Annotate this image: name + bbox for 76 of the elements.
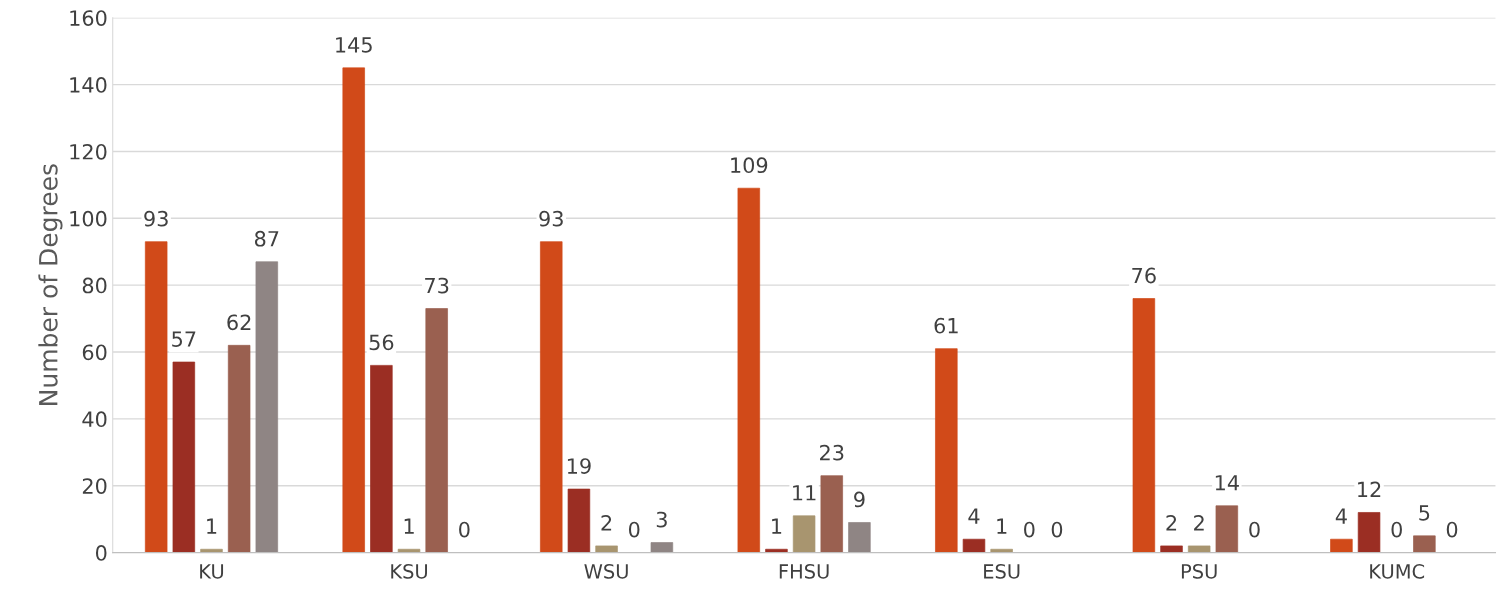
data-label: 19: [567, 458, 591, 474]
bar: [1160, 545, 1183, 553]
bar: [650, 542, 674, 553]
bar: [1357, 512, 1381, 553]
x-tick-label: PSU: [1181, 564, 1217, 579]
bar: [370, 365, 393, 553]
x-tick-label: FHSU: [779, 564, 829, 579]
data-label: 4: [968, 508, 980, 524]
y-tick-label: 140: [70, 77, 107, 93]
bar: [227, 344, 251, 553]
bar: [144, 241, 168, 553]
data-label: 0: [1391, 521, 1402, 538]
data-label: 0: [1446, 521, 1458, 538]
data-label: 0: [1249, 521, 1260, 538]
y-tick-label: 0: [95, 545, 107, 561]
y-tick-label: 80: [82, 277, 107, 294]
bar: [255, 261, 279, 553]
data-label: 2: [1194, 514, 1204, 531]
data-label: 145: [336, 37, 372, 53]
data-label: 14: [1215, 475, 1239, 491]
data-label: 9: [854, 491, 865, 508]
data-label: 62: [227, 314, 251, 331]
bar: [1187, 545, 1211, 553]
y-axis-title: Number of Degrees: [38, 164, 63, 405]
data-label: 61: [934, 317, 958, 334]
x-tick-label: ESU: [984, 564, 1020, 579]
data-label: 1: [207, 518, 217, 534]
data-label: 3: [656, 511, 667, 528]
bar: [737, 187, 761, 553]
bar: [848, 522, 871, 553]
data-label: 73: [425, 277, 449, 294]
data-label: 109: [731, 157, 768, 174]
data-label: 0: [1024, 521, 1035, 538]
data-label: 87: [254, 230, 279, 247]
bar: [962, 538, 986, 553]
bar: [540, 241, 563, 553]
y-tick-label: 40: [82, 411, 107, 428]
bar: [1330, 538, 1353, 553]
y-tick-label: 120: [70, 143, 107, 160]
data-label: 93: [539, 210, 563, 227]
data-label: 93: [144, 210, 168, 227]
data-label: 57: [172, 331, 196, 347]
x-tick-label: WSU: [584, 564, 628, 579]
data-label: 1: [997, 518, 1007, 534]
data-label: 0: [459, 521, 470, 538]
data-label: 56: [369, 334, 394, 351]
bar: [935, 348, 958, 553]
x-tick-label: KSU: [391, 564, 427, 579]
bar: [820, 475, 843, 553]
data-label: 0: [1051, 521, 1063, 538]
data-label: 12: [1358, 481, 1381, 498]
data-label: 11: [793, 485, 816, 501]
bar: [595, 545, 618, 553]
data-label: 2: [1166, 514, 1177, 531]
data-label: 1: [404, 518, 414, 534]
data-label: 5: [1419, 505, 1430, 521]
data-label: 76: [1132, 267, 1156, 284]
bar: [1132, 298, 1156, 553]
y-tick-label: 60: [82, 344, 107, 361]
y-tick-label: 160: [70, 10, 107, 26]
data-label: 4: [1335, 508, 1347, 524]
data-label: 2: [601, 514, 612, 531]
bar: [425, 308, 448, 553]
bar: [342, 67, 365, 553]
bar: [567, 488, 591, 553]
data-label: 23: [820, 444, 844, 461]
data-label: 0: [628, 521, 640, 538]
data-label: 1: [772, 518, 782, 534]
bar: [792, 515, 816, 553]
y-tick-label: 100: [70, 210, 107, 227]
x-tick-label: KUMC: [1370, 564, 1425, 579]
bar: [172, 361, 196, 553]
bar: [1413, 535, 1436, 553]
x-tick-label: KU: [200, 564, 224, 579]
bar: [1215, 505, 1239, 553]
y-tick-label: 20: [82, 478, 107, 494]
